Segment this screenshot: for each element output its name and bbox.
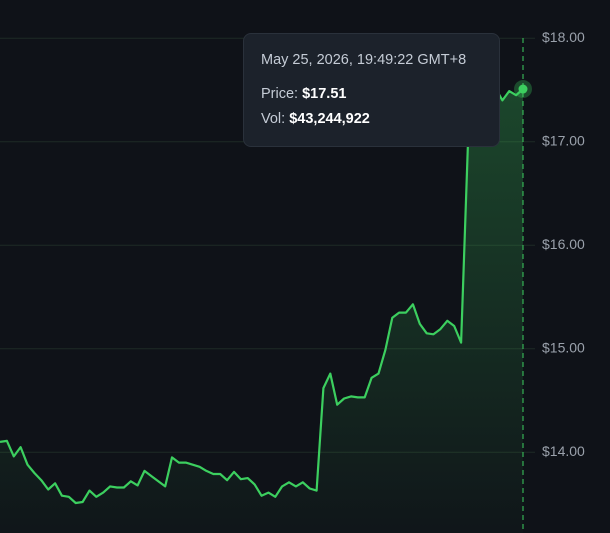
vol-label: Vol:	[261, 111, 286, 127]
tooltip-date: May 25, 2026, 19:49:22 GMT+8	[261, 52, 467, 68]
y-tick-label: $18.00	[542, 29, 585, 45]
area	[0, 88, 523, 533]
y-tick-label: $15.00	[542, 339, 585, 355]
price-label: Price:	[261, 86, 299, 102]
price-value: $17.51	[302, 86, 347, 102]
tooltip-vol: Vol: $43,244,922	[261, 111, 499, 127]
point	[518, 84, 528, 94]
price-line	[0, 86, 524, 505]
vol-value: $43,244,922	[289, 111, 370, 127]
y-tick-label: $17.00	[542, 132, 585, 148]
tooltip-price: Price: $17.51	[261, 86, 499, 102]
y-tick-label: $16.00	[542, 236, 585, 252]
tooltip: May 25, 2026, 19:49:22 GMT+8 Price: $17.…	[243, 33, 500, 147]
y-tick-label: $14.00	[542, 443, 585, 459]
